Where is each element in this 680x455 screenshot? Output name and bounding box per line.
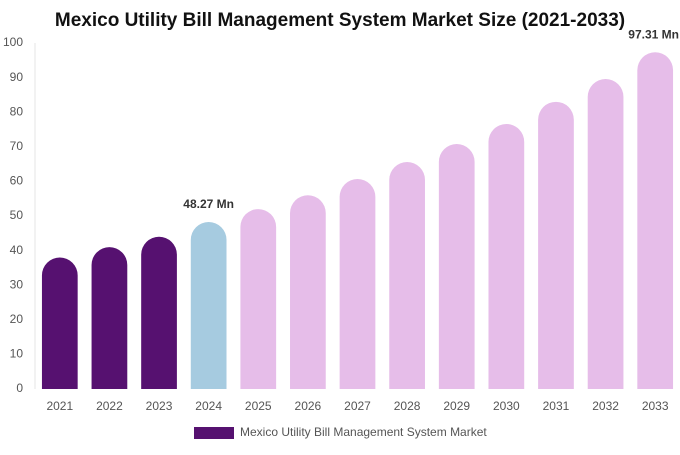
bar <box>488 123 525 390</box>
bar <box>438 144 475 389</box>
bar <box>339 178 376 389</box>
y-tick-label: 80 <box>10 104 24 118</box>
y-tick-label: 50 <box>10 208 24 222</box>
x-tick-label: 2026 <box>295 399 322 413</box>
x-tick-label: 2029 <box>443 399 470 413</box>
bar <box>389 162 425 389</box>
bar <box>240 209 277 389</box>
y-tick-label: 70 <box>10 139 24 153</box>
bar <box>190 221 227 389</box>
y-tick-label: 60 <box>10 174 24 188</box>
y-tick-label: 10 <box>10 347 24 361</box>
legend-swatch <box>194 427 234 439</box>
x-tick-label: 2028 <box>394 399 421 413</box>
y-tick-label: 40 <box>10 243 24 257</box>
y-tick-label: 100 <box>3 35 23 49</box>
y-tick-label: 0 <box>16 381 23 395</box>
value-label: 48.27 Mn <box>183 197 234 211</box>
x-tick-label: 2032 <box>592 399 619 413</box>
bar <box>538 101 574 389</box>
legend-label: Mexico Utility Bill Management System Ma… <box>240 425 487 439</box>
y-tick-label: 20 <box>10 312 24 326</box>
x-tick-label: 2022 <box>96 399 123 413</box>
bar <box>637 52 674 389</box>
bar <box>141 236 177 389</box>
x-tick-label: 2023 <box>146 399 173 413</box>
x-tick-label: 2024 <box>195 399 222 413</box>
x-tick-label: 2033 <box>642 399 669 413</box>
bar <box>587 78 624 389</box>
bar <box>290 195 326 389</box>
x-tick-label: 2027 <box>344 399 371 413</box>
x-tick-label: 2021 <box>46 399 73 413</box>
x-tick-label: 2031 <box>543 399 570 413</box>
chart-title: Mexico Utility Bill Management System Ma… <box>55 10 625 31</box>
bar <box>41 257 78 389</box>
y-tick-label: 90 <box>10 70 24 84</box>
value-label: 97.31 Mn <box>628 27 679 41</box>
x-tick-label: 2030 <box>493 399 520 413</box>
bar <box>91 247 128 389</box>
x-tick-label: 2025 <box>245 399 272 413</box>
y-tick-label: 30 <box>10 277 24 291</box>
